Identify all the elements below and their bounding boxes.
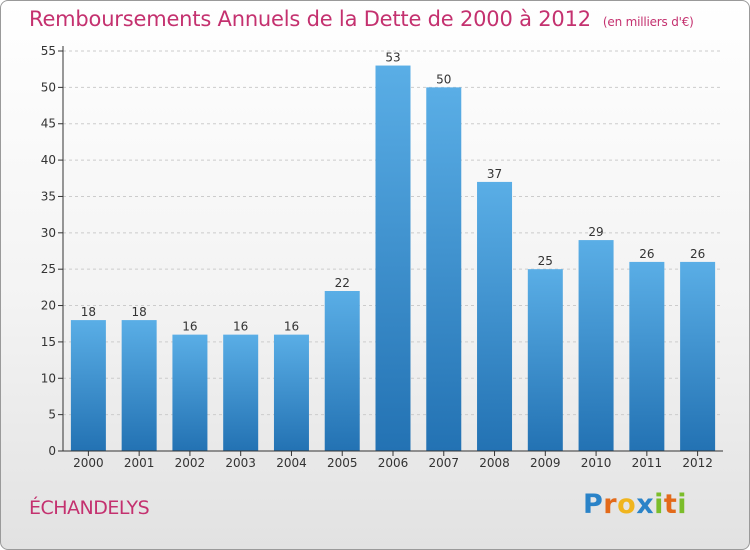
bar — [629, 261, 665, 451]
y-tick-label: 25 — [41, 262, 56, 276]
proxiti-logo: Proxiti — [583, 489, 687, 520]
data-label: 26 — [639, 247, 654, 261]
x-tick-label: 2003 — [225, 456, 256, 470]
bar — [527, 269, 563, 451]
x-tick-label: 2011 — [632, 456, 663, 470]
x-tick-label: 2012 — [682, 456, 713, 470]
bar — [223, 334, 259, 451]
x-tick-label: 2002 — [175, 456, 206, 470]
x-tick-label: 2005 — [327, 456, 358, 470]
x-tick-label: 2000 — [73, 456, 104, 470]
data-label: 53 — [385, 51, 400, 65]
bar — [426, 87, 462, 451]
bar — [70, 320, 106, 451]
y-tick-label: 50 — [41, 80, 56, 94]
y-tick-label: 15 — [41, 335, 56, 349]
x-tick-label: 2004 — [276, 456, 307, 470]
commune-name: ÉCHANDELYS — [29, 497, 150, 519]
data-label: 18 — [132, 305, 147, 319]
data-label: 18 — [81, 305, 96, 319]
logo-letter: P — [583, 489, 604, 520]
axes: 0 5 10 15 20 25 30 35 40 45 50 55 2000 2001 2002 2003 20… — [41, 44, 723, 470]
data-label: 29 — [588, 225, 603, 239]
y-tick-label: 40 — [41, 153, 56, 167]
data-label: 25 — [538, 254, 553, 268]
y-tick-label: 45 — [41, 117, 56, 131]
logo-letter: r — [603, 489, 618, 520]
data-label: 16 — [284, 320, 299, 334]
y-tick-label: 0 — [48, 444, 56, 458]
logo-letter: t — [663, 489, 678, 520]
x-tick-label: 2001 — [124, 456, 155, 470]
data-label: 22 — [335, 276, 350, 290]
y-tick-label: 20 — [41, 299, 56, 313]
x-tick-label: 2006 — [378, 456, 409, 470]
y-tick-label: 5 — [48, 408, 56, 422]
bar — [375, 65, 411, 451]
logo-letter: i — [654, 489, 664, 520]
logo-letter: i — [677, 489, 688, 520]
data-label: 16 — [182, 320, 197, 334]
data-label: 50 — [436, 72, 451, 86]
x-tick-label: 2007 — [428, 456, 459, 470]
chart-title: Remboursements Annuels de la Dette de 20… — [29, 7, 694, 31]
bar — [273, 334, 309, 451]
data-label: 37 — [487, 167, 502, 181]
y-tick-label: 10 — [41, 371, 56, 385]
title-unit: (en milliers d'€) — [602, 15, 694, 29]
bar — [121, 320, 157, 451]
bar — [324, 291, 360, 451]
logo-letter: o — [617, 489, 637, 520]
x-tick-label: 2008 — [479, 456, 510, 470]
data-label: 26 — [690, 247, 705, 261]
bar — [578, 240, 614, 451]
title-text: Remboursements Annuels de la Dette de 20… — [29, 7, 591, 31]
y-tick-label: 30 — [41, 226, 56, 240]
y-tick-label: 55 — [41, 44, 56, 58]
y-tick-label: 35 — [41, 189, 56, 203]
bar — [680, 261, 716, 451]
data-label: 16 — [233, 320, 248, 334]
bars — [70, 65, 716, 451]
bar — [172, 334, 208, 451]
x-tick-label: 2010 — [581, 456, 612, 470]
x-tick-label: 2009 — [530, 456, 561, 470]
data-labels: 18 18 16 16 16 22 53 50 37 25 29 26 26 — [81, 51, 706, 334]
logo-letter: x — [636, 489, 655, 520]
bar — [477, 181, 513, 451]
